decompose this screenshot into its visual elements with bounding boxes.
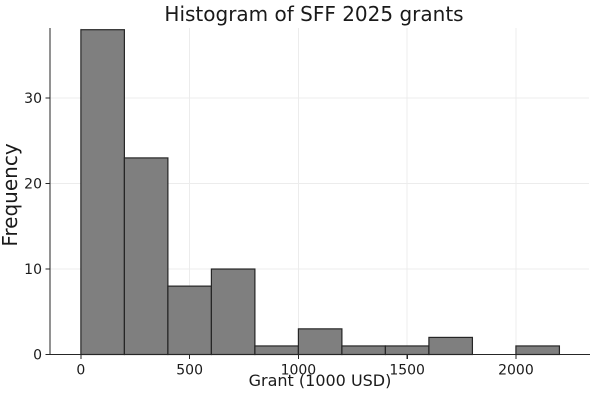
y-tick-label: 30	[24, 91, 42, 107]
histogram-bar	[254, 345, 300, 356]
x-axis-label: Grant (1000 USD)	[249, 371, 392, 390]
histogram-bar	[341, 345, 387, 356]
x-tick-label: 2000	[498, 363, 534, 379]
histogram-bar	[210, 268, 256, 356]
x-tick-label: 0	[76, 363, 85, 379]
histogram-bar	[384, 345, 430, 356]
chart-title: Histogram of SFF 2025 grants	[164, 2, 463, 26]
axes-layer	[45, 28, 590, 359]
histogram-bar	[515, 345, 561, 356]
x-tick-label: 1000	[281, 363, 317, 379]
y-tick-label: 20	[24, 177, 42, 193]
tick-label-layer: 0 10 20 30 0 500 1000 1500 2000	[24, 91, 534, 378]
histogram-bar	[123, 157, 169, 356]
y-axis-label: Frequency	[0, 143, 22, 246]
x-tick-label: 500	[176, 363, 203, 379]
bars-layer	[80, 29, 561, 356]
x-tick-label: 1500	[389, 363, 425, 379]
histogram-bar	[167, 285, 212, 356]
histogram-bar	[428, 336, 474, 356]
histogram-bar	[80, 29, 125, 356]
y-tick-label: 10	[24, 262, 42, 278]
y-tick-label: 0	[33, 348, 42, 364]
histogram-bar	[297, 328, 343, 356]
